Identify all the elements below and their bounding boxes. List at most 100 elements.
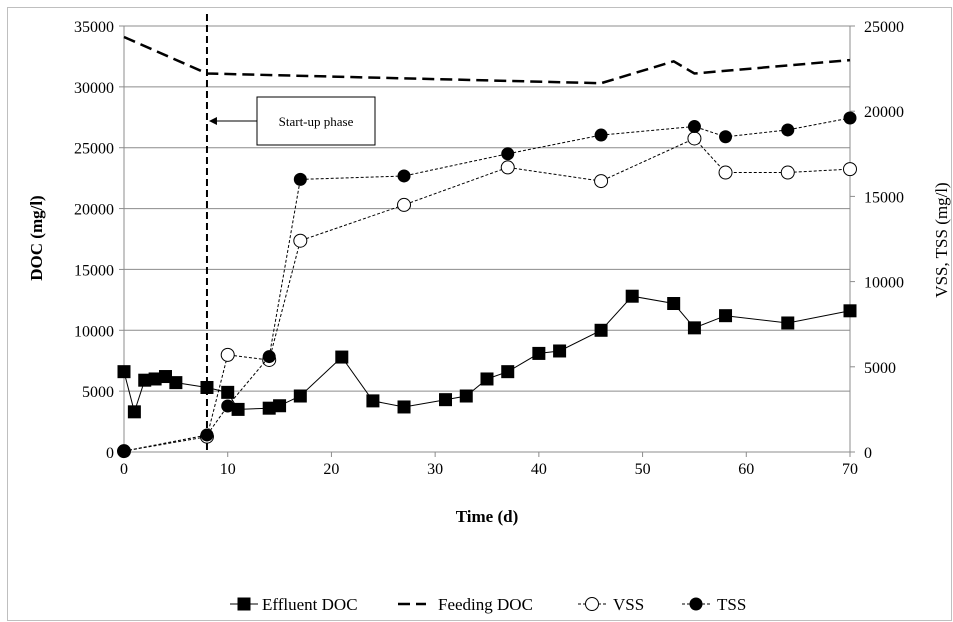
data-point bbox=[169, 376, 183, 390]
x-tick-label: 10 bbox=[220, 461, 236, 478]
legend: Effluent DOC Feeding DOC VSS TSS bbox=[230, 595, 746, 614]
y2-tick-label: 15000 bbox=[864, 189, 904, 206]
y2-tick-label: 0 bbox=[864, 445, 872, 462]
series-tss bbox=[117, 111, 857, 458]
legend-marker bbox=[689, 597, 703, 611]
data-point bbox=[220, 347, 235, 362]
data-point bbox=[148, 372, 162, 386]
series-feeding-doc bbox=[123, 35, 851, 85]
data-point bbox=[293, 172, 307, 186]
data-point bbox=[127, 405, 141, 419]
x-tick-label: 20 bbox=[323, 461, 339, 478]
x-axis-label: Time (d) bbox=[456, 507, 519, 526]
data-point bbox=[293, 233, 308, 248]
data-point bbox=[687, 131, 702, 146]
data-point bbox=[718, 165, 733, 180]
y-tick-label: 30000 bbox=[74, 80, 114, 97]
axes bbox=[119, 25, 855, 457]
data-point bbox=[843, 162, 857, 177]
y-axis-label: DOC (mg/l) bbox=[27, 195, 46, 280]
data-point bbox=[843, 304, 857, 318]
data-point bbox=[667, 297, 681, 311]
data-point bbox=[781, 123, 795, 137]
data-point bbox=[781, 316, 795, 330]
series-line bbox=[123, 35, 851, 85]
data-point bbox=[501, 147, 515, 161]
data-point bbox=[439, 393, 453, 407]
data-point bbox=[273, 399, 287, 413]
data-point bbox=[200, 380, 214, 394]
data-point bbox=[625, 289, 639, 303]
chart-frame bbox=[7, 7, 952, 621]
data-point bbox=[397, 400, 411, 414]
annotation-group: Start-up phase bbox=[205, 14, 376, 452]
x-tick-label: 40 bbox=[531, 461, 547, 478]
legend-item: Effluent DOC bbox=[230, 595, 358, 614]
legend-label: Feeding DOC bbox=[438, 595, 533, 614]
y2-tick-label: 10000 bbox=[864, 275, 904, 292]
legend-item: Feeding DOC bbox=[398, 595, 533, 614]
y-tick-label: 10000 bbox=[74, 323, 114, 340]
legend-marker bbox=[585, 597, 599, 611]
y-tick-label: 15000 bbox=[74, 262, 114, 279]
x-tick-label: 50 bbox=[635, 461, 651, 478]
data-point bbox=[594, 323, 608, 337]
series-line bbox=[123, 137, 851, 452]
data-point bbox=[117, 365, 131, 379]
legend-label: TSS bbox=[717, 595, 746, 614]
data-point bbox=[500, 160, 515, 175]
data-point bbox=[335, 350, 349, 364]
data-point bbox=[158, 370, 172, 384]
legend-marker bbox=[237, 597, 251, 611]
y2-tick-label: 20000 bbox=[864, 104, 904, 121]
annotation-text: Start-up phase bbox=[279, 114, 354, 129]
x-tick-label: 60 bbox=[738, 461, 754, 478]
data-point bbox=[553, 344, 567, 358]
data-point bbox=[397, 169, 411, 183]
x-tick-label: 70 bbox=[842, 461, 858, 478]
series-effluent-doc bbox=[117, 289, 857, 419]
x-tick-label: 0 bbox=[120, 461, 128, 478]
gridlines bbox=[124, 25, 850, 392]
data-point bbox=[293, 389, 307, 403]
data-point bbox=[459, 389, 473, 403]
data-point bbox=[480, 372, 494, 386]
data-point bbox=[231, 402, 245, 416]
data-point bbox=[594, 174, 609, 189]
y-tick-label: 25000 bbox=[74, 141, 114, 158]
legend-label: VSS bbox=[613, 595, 644, 614]
data-point bbox=[366, 394, 380, 408]
y-tick-label: 5000 bbox=[82, 384, 114, 401]
y-tick-label: 35000 bbox=[74, 19, 114, 36]
data-point bbox=[780, 165, 795, 180]
data-point bbox=[594, 128, 608, 142]
legend-label: Effluent DOC bbox=[262, 595, 358, 614]
data-point bbox=[501, 365, 515, 379]
data-point bbox=[843, 111, 857, 125]
data-point bbox=[262, 350, 276, 364]
y2-tick-label: 25000 bbox=[864, 19, 904, 36]
data-point bbox=[221, 399, 235, 413]
x-tick-label: 30 bbox=[427, 461, 443, 478]
series-line bbox=[123, 117, 851, 452]
legend-item: TSS bbox=[682, 595, 746, 614]
y-tick-label: 0 bbox=[106, 445, 114, 462]
data-point bbox=[117, 444, 131, 458]
data-point bbox=[719, 130, 733, 144]
tick-labels: 0 10 20 30 40 50 60 70 0 5000 10000 15000 20000 25000… bbox=[74, 19, 904, 478]
data-point bbox=[719, 309, 733, 323]
data-point bbox=[687, 321, 701, 335]
data-point bbox=[687, 120, 701, 134]
data-point bbox=[138, 373, 152, 387]
data-series bbox=[117, 35, 857, 459]
data-point bbox=[397, 197, 412, 212]
y2-axis-label: VSS, TSS (mg/l) bbox=[932, 182, 951, 297]
legend-item: VSS bbox=[578, 595, 644, 614]
data-point bbox=[532, 346, 546, 360]
y-tick-label: 20000 bbox=[74, 202, 114, 219]
data-point bbox=[262, 401, 276, 415]
data-point bbox=[221, 385, 235, 399]
annotation-arrow-head bbox=[208, 117, 217, 125]
y2-tick-label: 5000 bbox=[864, 360, 896, 377]
